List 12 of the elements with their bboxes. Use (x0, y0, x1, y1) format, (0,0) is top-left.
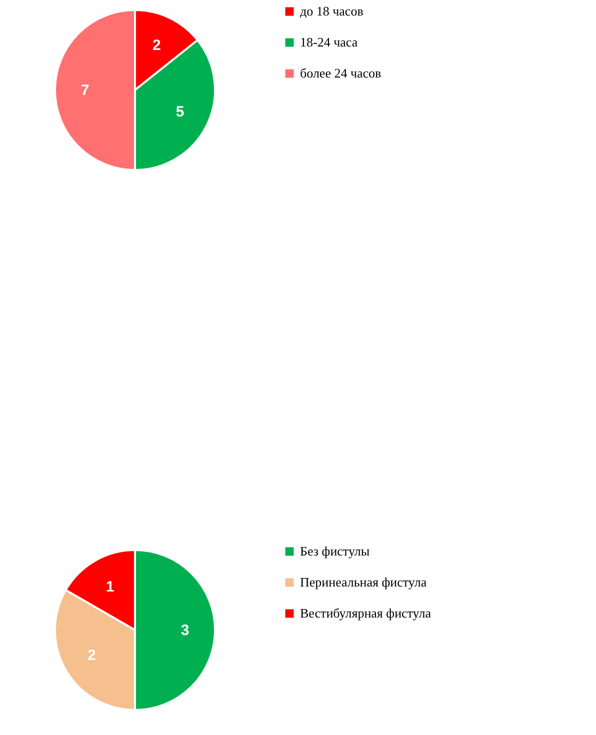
legend-label: до 18 часов (300, 4, 364, 18)
data-label: 1 (106, 578, 114, 596)
legend-label: Перинеальная фистула (300, 574, 427, 590)
legend-label: Без фистулы (300, 544, 370, 558)
data-label: 7 (80, 82, 90, 99)
legend-label: более 24 часов (300, 66, 382, 80)
legend-label: 18-24 часа (300, 34, 358, 50)
data-label: 2 (88, 647, 96, 664)
data-label: 5 (176, 104, 184, 121)
data-label: 2 (152, 36, 161, 54)
legend-label: Вестибулярная фистула (300, 606, 432, 620)
data-label: 3 (180, 622, 190, 639)
